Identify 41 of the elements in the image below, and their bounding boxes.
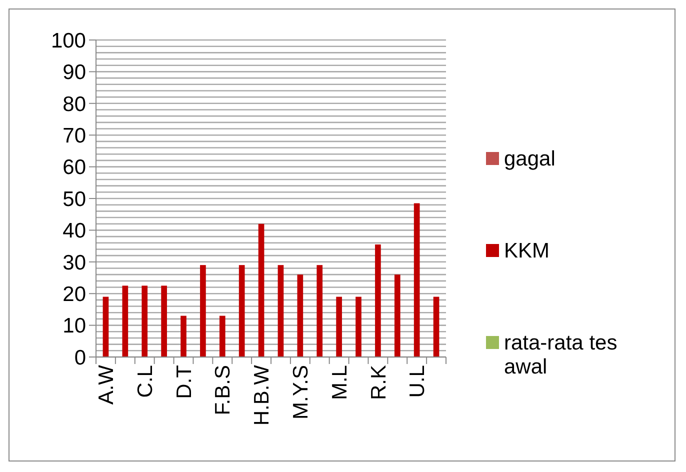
bar <box>414 203 420 357</box>
bar <box>161 286 167 357</box>
y-tick-label: 0 <box>74 346 86 370</box>
x-tick-label: H.B.W <box>250 364 274 426</box>
bar <box>433 296 440 357</box>
legend-label: KKM <box>504 239 550 262</box>
y-tick-label: 20 <box>62 282 86 306</box>
bar <box>336 296 342 357</box>
legend-label: gagal <box>504 147 556 170</box>
x-tick-label: A.W <box>95 364 118 405</box>
bar <box>375 244 381 357</box>
y-tick-label: 50 <box>62 188 86 211</box>
legend-label: rata-rata tes awal <box>504 331 618 378</box>
bar <box>258 224 264 357</box>
y-tick-label: 10 <box>62 314 86 338</box>
bar <box>122 286 128 357</box>
y-tick-label: 40 <box>62 220 86 243</box>
y-tick-label: 30 <box>62 251 86 274</box>
x-tick-label: C.L <box>134 365 157 398</box>
y-tick-label: 70 <box>62 124 86 148</box>
y-tick-label: 80 <box>62 92 86 116</box>
bar <box>394 274 400 357</box>
bar <box>200 265 206 357</box>
bar <box>102 296 109 357</box>
bar <box>142 286 148 357</box>
bar <box>219 316 226 357</box>
x-tick-label: D.T <box>172 364 196 399</box>
bar <box>356 296 362 357</box>
x-tick-label: F.B.S <box>212 365 235 416</box>
y-tick-label: 90 <box>62 61 86 84</box>
bar <box>180 316 186 357</box>
x-tick-label: M.Y.S <box>290 365 313 420</box>
bar <box>278 265 284 357</box>
y-tick-label: 100 <box>50 29 86 52</box>
bar <box>316 265 323 357</box>
y-tick-label: 60 <box>62 156 86 180</box>
bar <box>238 265 245 357</box>
x-tick-label: U.L <box>406 365 430 398</box>
x-tick-label: R.K <box>367 365 390 400</box>
bar <box>297 274 304 357</box>
x-tick-label: M.L <box>328 365 352 400</box>
